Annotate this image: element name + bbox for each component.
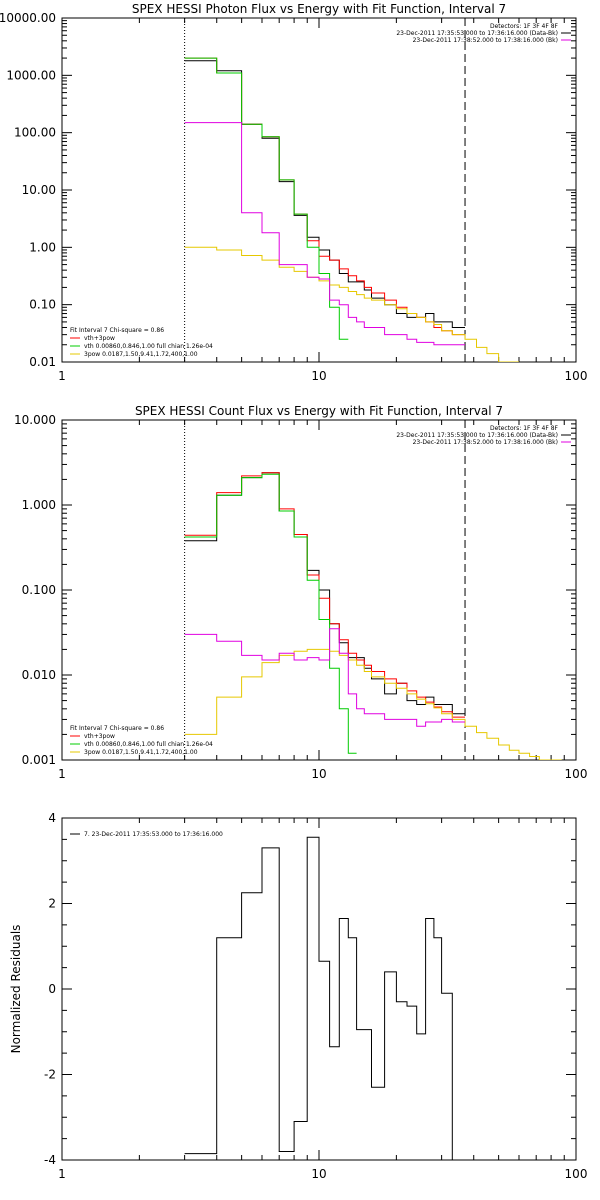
x-tick-label: 100 [565, 767, 588, 781]
y-tick-label: 2 [48, 897, 56, 911]
legend-right-entry: Detectors: 1F 3F 4F 8F [490, 425, 559, 432]
y-tick-label: 0.100 [22, 583, 56, 597]
legend-left-entry: vth+3pow [84, 335, 115, 342]
series-bk-step-line [184, 628, 465, 727]
legend-right-entry: 23-Dec-2011 17:38:52.000 to 17:38:16.000… [413, 439, 558, 446]
legend-left-entry: vth+3pow [84, 733, 115, 740]
legend-left-entry: 3pow 0.0187,1.50,9.41,1.72,400,1.00 [84, 749, 198, 756]
y-tick-label: -4 [44, 1153, 56, 1167]
y-tick-label: 0.01 [29, 355, 56, 369]
x-tick-label: 1 [58, 369, 66, 383]
series-data-bk-step-line [184, 472, 465, 715]
y-tick-label: 0.010 [22, 668, 56, 682]
series-3pow-step-line [184, 246, 519, 362]
y-axis-label: Normalized Residuals [9, 925, 23, 1054]
x-tick-label: 100 [565, 369, 588, 383]
y-tick-label: 0.10 [29, 298, 56, 312]
legend-left-entry: Fit Interval 7 Chi-square = 0.86 [70, 327, 164, 334]
plot-frame [61, 17, 577, 363]
legend-left-entry: 7. 23-Dec-2011 17:35:53.000 to 17:36:16.… [84, 831, 223, 838]
legend-right-entry: 23-Dec-2011 17:38:52.000 to 17:38:16.000… [413, 37, 558, 44]
x-tick-label: 1 [58, 767, 66, 781]
series-vth-3pow-step-line [184, 57, 465, 336]
x-tick-label: 1 [58, 1167, 66, 1181]
series-residuals-step-line [184, 836, 465, 1160]
series-vth-step-line [184, 57, 349, 340]
legend-left-entry: Fit Interval 7 Chi-square = 0.86 [70, 725, 164, 732]
y-tick-label: 4 [48, 811, 56, 825]
series-vth-3pow-step-line [184, 472, 465, 718]
y-tick-label: 1.00 [29, 240, 56, 254]
x-tick-label: 10 [311, 767, 326, 781]
y-tick-label: 1000.00 [6, 68, 56, 82]
legend-left-entry: 3pow 0.0187,1.50,9.41,1.72,400,1.00 [84, 351, 198, 358]
series-vth-step-line [184, 473, 357, 754]
x-tick-label: 10 [311, 1167, 326, 1181]
legend-right-entry: 23-Dec-2011 17:35:53.000 to 17:36:16.000… [396, 432, 558, 439]
legend-left-entry: vth 0.00860,0.846,1.00 full chian 1.26e-… [84, 343, 213, 350]
y-tick-label: -2 [44, 1068, 56, 1082]
y-tick-label: 0.001 [22, 753, 56, 767]
x-tick-label: 10 [311, 369, 326, 383]
y-tick-label: 10000.00 [0, 11, 56, 25]
x-tick-label: 100 [565, 1167, 588, 1181]
y-tick-label: 1.000 [22, 498, 56, 512]
y-tick-label: 100.00 [14, 126, 56, 140]
chart-panel-3: 1 10 100 -4 -2 0 2 4 Normalized Residuals 7. 23-D… [9, 811, 587, 1181]
legend-left-entry: vth 0.00860,0.846,1.00 full chian 1.26e-… [84, 741, 213, 748]
legend-right-entry: Detectors: 1F 3F 4F 8F [490, 23, 559, 30]
series-bk-step-line [184, 122, 465, 346]
series-3pow-step-line [184, 648, 562, 760]
legend-right-entry: 23-Dec-2011 17:35:53.000 to 17:36:16.000… [396, 30, 558, 37]
chart-panel-1: SPEX HESSI Photon Flux vs Energy with Fi… [0, 2, 587, 383]
y-tick-label: 0 [48, 982, 56, 996]
chart-title: SPEX HESSI Photon Flux vs Energy with Fi… [132, 2, 506, 16]
series-data-bk-step-line [184, 60, 465, 328]
chart-panel-2: SPEX HESSI Count Flux vs Energy with Fit… [14, 404, 587, 781]
chart-title: SPEX HESSI Count Flux vs Energy with Fit… [135, 404, 503, 418]
y-tick-label: 10.000 [14, 413, 56, 427]
y-tick-label: 10.00 [22, 183, 56, 197]
